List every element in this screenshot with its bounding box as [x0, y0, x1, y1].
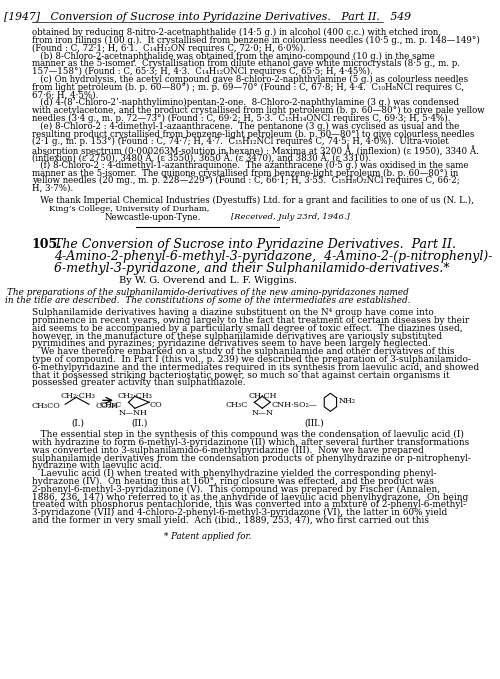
Text: CNH·SO₂—: CNH·SO₂— — [272, 401, 318, 409]
Text: CO: CO — [149, 401, 162, 409]
Text: NH₂: NH₂ — [339, 397, 356, 405]
Text: from iron filings (100 g.).  It crystallised from benzene in colourless needles : from iron filings (100 g.). It crystalli… — [32, 36, 480, 45]
Text: however, in the manufacture of these sulphanilamide derivatives are variously su: however, in the manufacture of these sul… — [32, 332, 442, 341]
Text: We thank Imperial Chemical Industries (Dyestuffs) Ltd. for a grant and facilitie: We thank Imperial Chemical Industries (D… — [32, 196, 474, 205]
Text: King’s College, University of Durham,: King’s College, University of Durham, — [50, 205, 209, 213]
Text: N—N: N—N — [252, 409, 274, 418]
Text: prominence in recent years, owing largely to the fact that treatment of certain : prominence in recent years, owing largel… — [32, 316, 469, 325]
Text: 157—158°) (Found : C, 65·3; H, 4·3.  C₁₄H₁₂ONCl requires C, 65·5; H, 4·45%).: 157—158°) (Found : C, 65·3; H, 4·3. C₁₄H… — [32, 67, 373, 76]
Text: treated with phosphorus pentachloride, this was converted into a mixture of 2-ph: treated with phosphorus pentachloride, t… — [32, 500, 466, 509]
Text: Laevulic acid (I) when treated with phenylhydrazine yielded the corresponding ph: Laevulic acid (I) when treated with phen… — [32, 469, 436, 479]
Text: 3-pyridazone (VII) and 4-chloro-2-phenyl-6-methyl-3-pyridazone (VI), the latter : 3-pyridazone (VII) and 4-chloro-2-phenyl… — [32, 509, 447, 517]
Text: with hydrazine to form 6-methyl-3-pyridazinone (II) which, after several further: with hydrazine to form 6-methyl-3-pyrida… — [32, 438, 469, 447]
Text: was converted into 3-sulphanilamido-6-methylpyridazine (III).  Now we have prepa: was converted into 3-sulphanilamido-6-me… — [32, 446, 423, 455]
Text: possessed greater activity than sulphathiazole.: possessed greater activity than sulphath… — [32, 378, 246, 388]
Text: 2-phenyl-6-methyl-3-pyridazinone (V).  This compound was prepared by Fischer (An: 2-phenyl-6-methyl-3-pyridazinone (V). Th… — [32, 485, 440, 494]
Text: absorption spectrum (0·000263M-solution in hexane) : Maxima at 3200 Å. (inflexio: absorption spectrum (0·000263M-solution … — [32, 145, 479, 155]
Text: 4-Amino-2-phenyl-6-methyl-3-pyridazone,  4-Amino-2-(p-nitrophenyl)-: 4-Amino-2-phenyl-6-methyl-3-pyridazone, … — [54, 251, 492, 263]
Text: CH₃C: CH₃C — [100, 401, 122, 409]
Text: Sulphanilamide derivatives having a diazine substituent on the N⁴ group have com: Sulphanilamide derivatives having a diaz… — [32, 308, 433, 317]
Text: (d) 4-(8’-Chloro-2’-naphthylimino)pentan-2-one.  8-Chloro-2-naphthylamine (3 g.): (d) 4-(8’-Chloro-2’-naphthylimino)pentan… — [32, 98, 459, 107]
Text: (e) 8-Chloro-2 : 4-dimethyl-1-azaanthracene.  The pentanone (3 g.) was cyclised : (e) 8-Chloro-2 : 4-dimethyl-1-azaanthrac… — [32, 122, 460, 131]
Text: resulting product crystallised from benzene-light petroleum (b. p. 60—80°) to gi: resulting product crystallised from benz… — [32, 130, 474, 139]
Text: [Received, July 23rd, 1946.]: [Received, July 23rd, 1946.] — [232, 213, 350, 221]
Text: 6-methylpyridazine and the intermediates required in its synthesis from laevulic: 6-methylpyridazine and the intermediates… — [32, 363, 479, 372]
Text: (I.): (I.) — [72, 418, 85, 427]
Text: CH₃C: CH₃C — [226, 401, 248, 409]
Text: Newcastle-upon-Tyne.: Newcastle-upon-Tyne. — [105, 213, 201, 222]
Text: that it possessed striking bacteriostatic power, so much so that against certain: that it possessed striking bacteriostati… — [32, 371, 450, 380]
Text: yellow needles (20 mg., m. p. 228—229°) (Found : C, 66·1; H, 3·55.  C₁₅H₈O₂NCl r: yellow needles (20 mg., m. p. 228—229°) … — [32, 176, 460, 185]
Text: [1947]   Conversion of Sucrose into Pyridazine Derivatives.   Part II.   549: [1947] Conversion of Sucrose into Pyrida… — [4, 12, 411, 22]
Text: with acetylacetone, and the product crystallised from light petroleum (b. p. 60—: with acetylacetone, and the product crys… — [32, 106, 484, 115]
Text: 105.: 105. — [32, 238, 62, 251]
Text: 67·6; H, 4·5%).: 67·6; H, 4·5%). — [32, 90, 98, 99]
Text: N—NH: N—NH — [119, 409, 148, 418]
Text: (2·1 g., m. p. 153°) (Found : C, 74·7; H, 4·7.  C₁₅H₁₂NCl requires C, 74·5; H, 4: (2·1 g., m. p. 153°) (Found : C, 74·7; H… — [32, 137, 448, 147]
Text: from light petroleum (b. p. 60—80°) ; m. p. 69—70° (Found : C, 67·8; H, 4·4.  C₁: from light petroleum (b. p. 60—80°) ; m.… — [32, 83, 464, 92]
Text: (c) On hydrolysis, the acetyl compound gave 8-chloro-2-naphthylamine (5 g.) as c: (c) On hydrolysis, the acetyl compound g… — [32, 75, 468, 84]
Text: hydrazine with laevulic acid.: hydrazine with laevulic acid. — [32, 462, 162, 471]
Text: (III.): (III.) — [304, 418, 324, 427]
Text: (f) 8-Chloro-2 : 4-dimethyl-1-azanthraquinone.  The azanthracene (0·5 g.) was ox: (f) 8-Chloro-2 : 4-dimethyl-1-azanthraqu… — [32, 161, 468, 170]
Text: sulphanilamide derivatives from the condensation products of phenylhydrazine or : sulphanilamide derivatives from the cond… — [32, 454, 471, 462]
Text: hydrazone (IV).  On heating this at 160°, ring closure was effected, and the pro: hydrazone (IV). On heating this at 160°,… — [32, 477, 434, 486]
Text: obtained by reducing 8-nitro-2-acetnaphthalide (14·5 g.) in alcohol (400 c.c.) w: obtained by reducing 8-nitro-2-acetnapht… — [32, 28, 441, 37]
Text: The essential step in the synthesis of this compound was the condensation of lae: The essential step in the synthesis of t… — [32, 430, 464, 439]
Text: type of compound.  In Part I (this vol., p. 239) we described the preparation of: type of compound. In Part I (this vol., … — [32, 355, 471, 364]
Text: CH₂·CH₃: CH₂·CH₃ — [118, 392, 152, 401]
Text: CH₂·CH₃: CH₂·CH₃ — [60, 392, 96, 401]
Text: The preparations of the sulphanilamido-derivatives of the new amino-pyridazones : The preparations of the sulphanilamido-d… — [7, 289, 408, 297]
Text: * Patent applied for.: * Patent applied for. — [164, 532, 252, 541]
Text: CH·CH: CH·CH — [248, 392, 276, 401]
Text: CH₃CO: CH₃CO — [32, 402, 60, 410]
Text: (II.): (II.) — [132, 418, 148, 427]
Text: manner as the 5-isomer.  Crystallisation from dilute ethanol gave white microcry: manner as the 5-isomer. Crystallisation … — [32, 59, 460, 69]
Text: H, 3·7%).: H, 3·7%). — [32, 184, 73, 193]
Text: and the former in very small yield.  Ach (ibid., 1889, 253, 47), who first carri: and the former in very small yield. Ach … — [32, 516, 429, 526]
Text: manner as the 5-isomer.  The quinone crystallised from benzene-light petroleum (: manner as the 5-isomer. The quinone crys… — [32, 168, 458, 177]
Text: in the title are described.  The constitutions of some of the intermediates are : in the title are described. The constitu… — [5, 296, 410, 306]
Text: By W. G. Overend and L. F. Wiggins.: By W. G. Overend and L. F. Wiggins. — [118, 276, 296, 285]
Text: The Conversion of Sucrose into Pyridazine Derivatives.  Part II.: The Conversion of Sucrose into Pyridazin… — [54, 238, 456, 251]
Text: 6-methyl-3-pyridazone, and their Sulphanilamido-derivatives.*: 6-methyl-3-pyridazone, and their Sulphan… — [54, 262, 450, 275]
Text: (b) 8-Chloro-2-acetnaphthalide was obtained from the amino-compound (10 g.) in t: (b) 8-Chloro-2-acetnaphthalide was obtai… — [32, 52, 435, 60]
Text: CO₂H: CO₂H — [96, 402, 118, 410]
Text: (Found : C, 72·1; H, 6·1.  C₁₄H₁₂ON requires C, 72·0; H, 6·0%).: (Found : C, 72·1; H, 6·1. C₁₄H₁₂ON requi… — [32, 43, 306, 53]
Text: needles (3·4 g., m. p. 72—73°) (Found : C, 69·2; H, 5·3.  C₁₅H₁₄ONCl requires C,: needles (3·4 g., m. p. 72—73°) (Found : … — [32, 114, 450, 123]
Text: pyrimidines and pyrazines; pyridazine derivatives seem to have been largely negl: pyrimidines and pyrazines; pyridazine de… — [32, 340, 431, 348]
Text: We have therefore embarked on a study of the sulphanilamide and other derivative: We have therefore embarked on a study of… — [32, 347, 454, 356]
Text: 1886, 236, 147) who referred to it as the anhydride of laevulic acid phenylhydra: 1886, 236, 147) who referred to it as th… — [32, 493, 468, 502]
Text: aid seems to be accompanied by a particularly small degree of toxic effect.  The: aid seems to be accompanied by a particu… — [32, 324, 462, 333]
Text: (inflexion) (ε 2750), 3480 Å. (ε 3550), 3650 Å. (ε 3470), and 3830 Å. (ε 3310).: (inflexion) (ε 2750), 3480 Å. (ε 3550), … — [32, 153, 371, 163]
